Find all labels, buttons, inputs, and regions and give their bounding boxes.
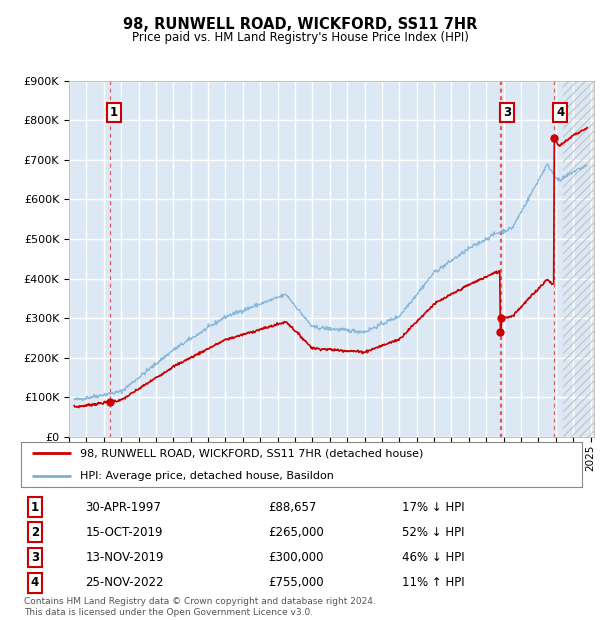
Text: 2: 2 [31, 526, 39, 539]
Bar [563, 81, 600, 437]
Text: 11% ↑ HPI: 11% ↑ HPI [403, 576, 465, 589]
Text: Contains HM Land Registry data © Crown copyright and database right 2024.
This d: Contains HM Land Registry data © Crown c… [24, 598, 376, 617]
Text: 1: 1 [110, 106, 118, 119]
Text: 98, RUNWELL ROAD, WICKFORD, SS11 7HR: 98, RUNWELL ROAD, WICKFORD, SS11 7HR [123, 17, 477, 32]
Text: 52% ↓ HPI: 52% ↓ HPI [403, 526, 465, 539]
Text: 13-NOV-2019: 13-NOV-2019 [86, 551, 164, 564]
Text: 4: 4 [556, 106, 564, 119]
Text: 1: 1 [31, 500, 39, 513]
Text: £265,000: £265,000 [268, 526, 323, 539]
Text: 25-NOV-2022: 25-NOV-2022 [86, 576, 164, 589]
Text: 3: 3 [503, 106, 511, 119]
Text: 15-OCT-2019: 15-OCT-2019 [86, 526, 163, 539]
Text: 3: 3 [31, 551, 39, 564]
Text: £300,000: £300,000 [268, 551, 323, 564]
Text: 46% ↓ HPI: 46% ↓ HPI [403, 551, 465, 564]
Text: 4: 4 [31, 576, 39, 589]
Text: Price paid vs. HM Land Registry's House Price Index (HPI): Price paid vs. HM Land Registry's House … [131, 31, 469, 43]
Text: £88,657: £88,657 [268, 500, 316, 513]
Text: £755,000: £755,000 [268, 576, 323, 589]
Text: HPI: Average price, detached house, Basildon: HPI: Average price, detached house, Basi… [80, 471, 334, 480]
Text: 30-APR-1997: 30-APR-1997 [86, 500, 161, 513]
Text: 17% ↓ HPI: 17% ↓ HPI [403, 500, 465, 513]
Text: 98, RUNWELL ROAD, WICKFORD, SS11 7HR (detached house): 98, RUNWELL ROAD, WICKFORD, SS11 7HR (de… [80, 448, 423, 458]
